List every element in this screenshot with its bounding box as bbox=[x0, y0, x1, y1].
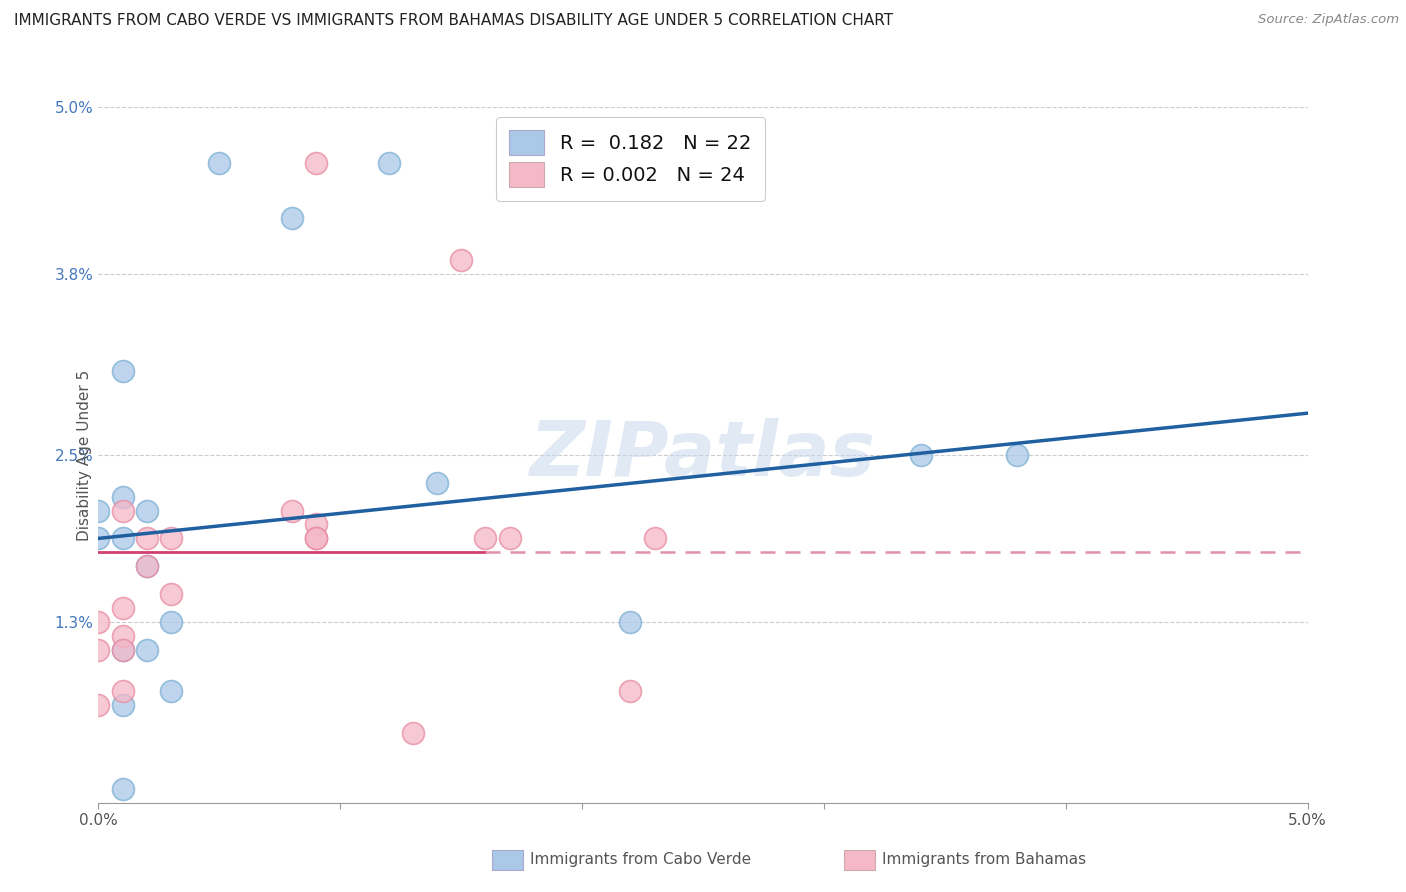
Point bbox=[474, 532, 496, 546]
Text: Immigrants from Bahamas: Immigrants from Bahamas bbox=[882, 853, 1085, 867]
Point bbox=[135, 642, 157, 657]
Point bbox=[87, 642, 110, 657]
Point bbox=[135, 559, 157, 574]
Point bbox=[87, 503, 110, 517]
Point bbox=[111, 684, 134, 698]
Point bbox=[111, 698, 134, 713]
Point bbox=[87, 698, 110, 713]
Point bbox=[910, 448, 932, 462]
Point bbox=[305, 532, 328, 546]
Point bbox=[160, 532, 183, 546]
Point bbox=[619, 684, 641, 698]
Point bbox=[619, 615, 641, 629]
Point bbox=[135, 559, 157, 574]
Point bbox=[160, 587, 183, 601]
Point bbox=[160, 615, 183, 629]
Point bbox=[644, 532, 666, 546]
Point bbox=[498, 532, 520, 546]
Point bbox=[281, 503, 304, 517]
Point bbox=[111, 629, 134, 643]
Point bbox=[281, 211, 304, 226]
Point bbox=[1007, 448, 1029, 462]
Point bbox=[450, 253, 472, 268]
Text: ZIPatlas: ZIPatlas bbox=[530, 418, 876, 491]
Point bbox=[135, 532, 157, 546]
Point bbox=[111, 642, 134, 657]
Point bbox=[305, 517, 328, 532]
Text: IMMIGRANTS FROM CABO VERDE VS IMMIGRANTS FROM BAHAMAS DISABILITY AGE UNDER 5 COR: IMMIGRANTS FROM CABO VERDE VS IMMIGRANTS… bbox=[14, 13, 893, 29]
Legend: R =  0.182   N = 22, R = 0.002   N = 24: R = 0.182 N = 22, R = 0.002 N = 24 bbox=[496, 117, 765, 201]
Point bbox=[426, 475, 449, 490]
Y-axis label: Disability Age Under 5: Disability Age Under 5 bbox=[77, 369, 91, 541]
Point bbox=[87, 532, 110, 546]
Point bbox=[111, 490, 134, 504]
Point bbox=[111, 364, 134, 378]
Point bbox=[111, 503, 134, 517]
Point bbox=[135, 503, 157, 517]
Point bbox=[111, 601, 134, 615]
Text: Source: ZipAtlas.com: Source: ZipAtlas.com bbox=[1258, 13, 1399, 27]
Point bbox=[111, 781, 134, 796]
Point bbox=[208, 155, 231, 169]
Point bbox=[111, 642, 134, 657]
Point bbox=[111, 532, 134, 546]
Point bbox=[377, 155, 399, 169]
Point bbox=[160, 684, 183, 698]
Text: Immigrants from Cabo Verde: Immigrants from Cabo Verde bbox=[530, 853, 751, 867]
Point bbox=[305, 532, 328, 546]
Point bbox=[305, 155, 328, 169]
Point bbox=[402, 726, 425, 740]
Point bbox=[87, 615, 110, 629]
